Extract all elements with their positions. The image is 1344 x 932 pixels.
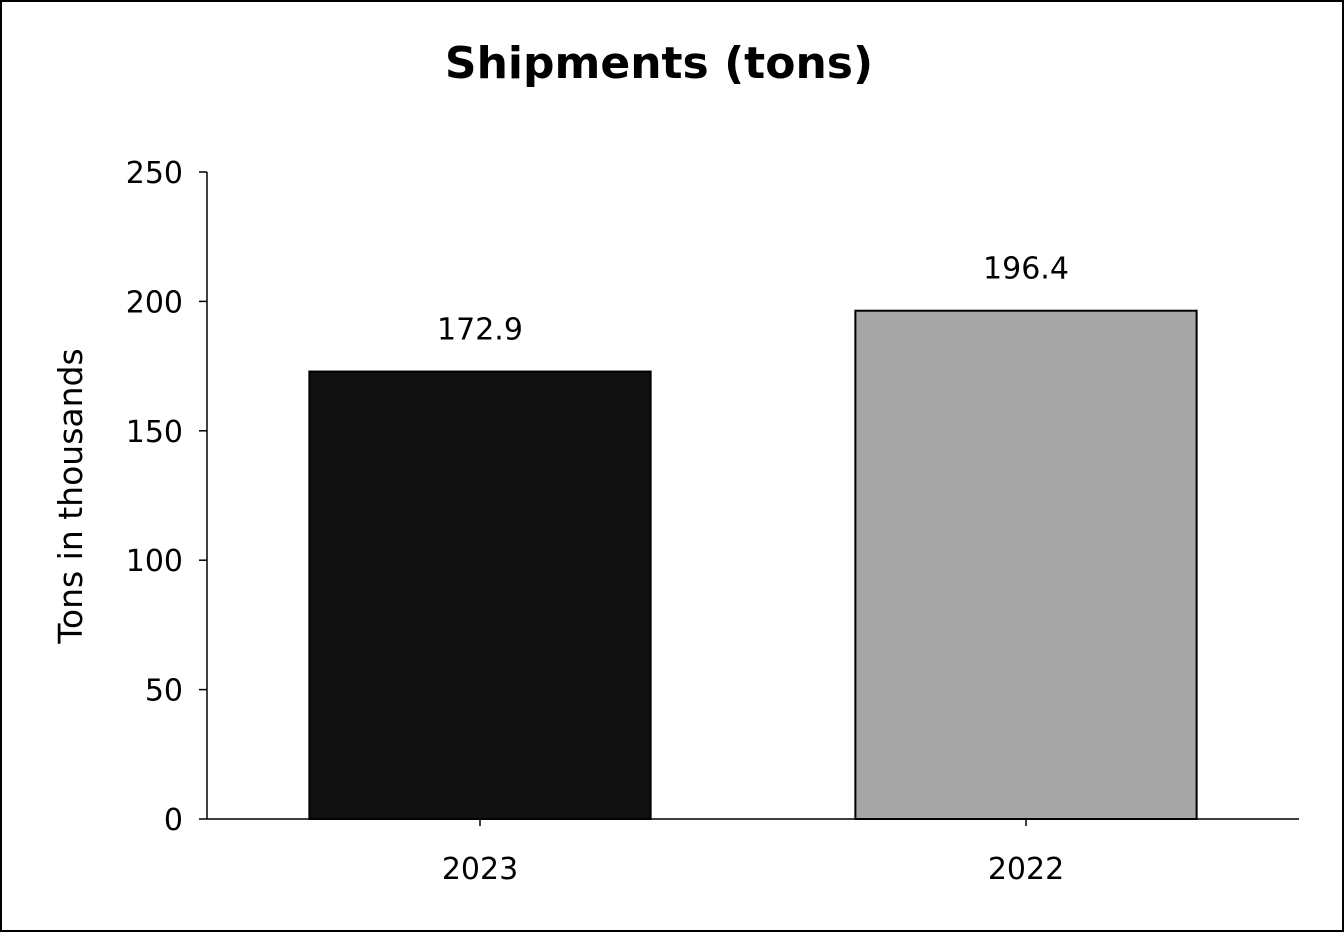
bar-2023 xyxy=(308,370,652,820)
x-tick-label: 2023 xyxy=(442,852,518,887)
x-axis: 2023 2022 xyxy=(207,818,1299,887)
data-label-2023: 172.9 xyxy=(437,313,523,348)
chart-title: Shipments (tons) xyxy=(444,38,874,89)
y-tick-label: 50 xyxy=(145,674,183,709)
y-tick-label: 200 xyxy=(126,285,183,320)
bar-2022 xyxy=(854,309,1198,820)
y-tick-label: 0 xyxy=(164,803,183,838)
y-axis-title: Tons in thousands xyxy=(51,348,90,644)
y-tick-label: 150 xyxy=(126,415,183,450)
bars: 172.9 196.4 xyxy=(308,252,1198,820)
y-tick-label: 250 xyxy=(126,156,183,191)
y-axis: 0 50 100 150 200 250 xyxy=(126,156,208,838)
y-tick-label: 100 xyxy=(126,544,183,579)
data-label-2022: 196.4 xyxy=(983,252,1069,287)
x-tick-label: 2022 xyxy=(988,852,1064,887)
